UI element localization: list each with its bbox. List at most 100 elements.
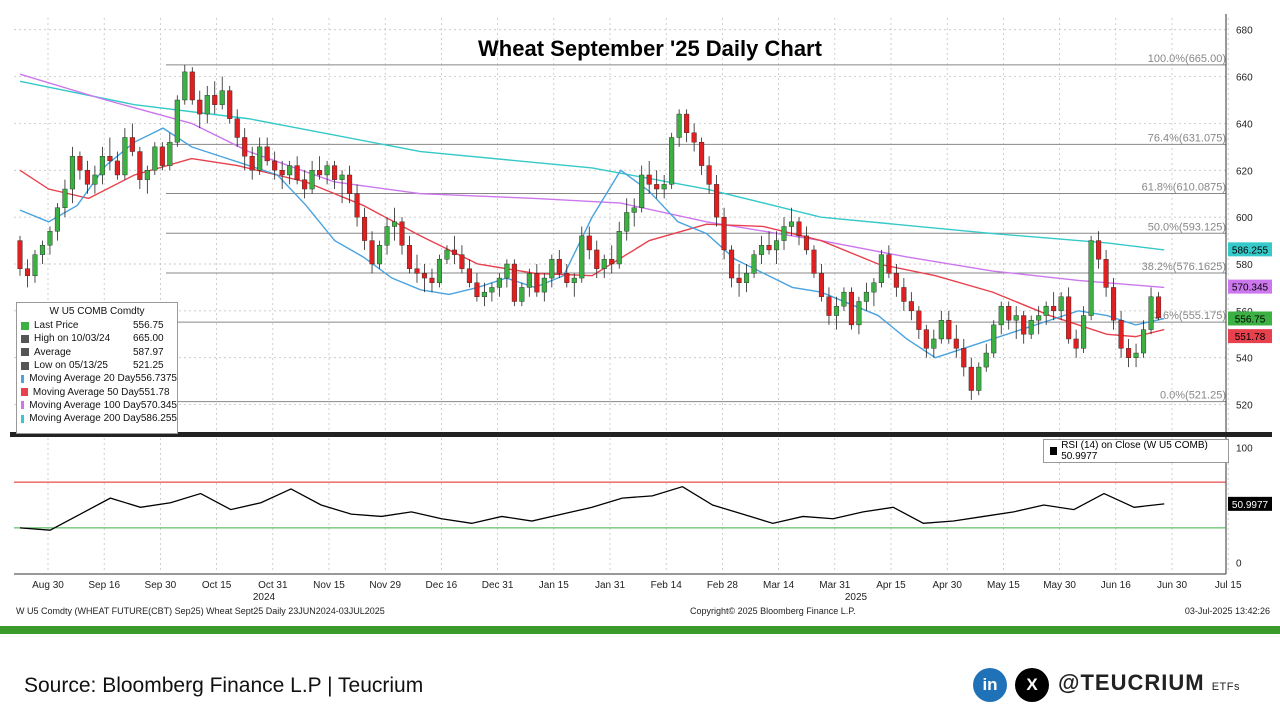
candle-down [227,90,233,119]
candle-down [714,184,720,218]
legend: W U5 COMB Comdty Last Price 556.75 High on… [16,302,178,434]
candle-down [766,245,772,251]
candle-up [1013,315,1019,321]
info-center: Copyright© 2025 Bloomberg Finance L.P. [690,606,856,616]
legend-item-name: Moving Average 100 Day [29,399,141,411]
legend-swatch-icon [21,334,29,343]
candle-up [998,305,1004,326]
legend-item-value: 551.78 [138,386,170,398]
candle-down [159,146,165,166]
legend-item-name: Moving Average 200 Day [29,413,141,425]
candle-up [624,212,630,232]
info-right: 03-Jul-2025 13:42:26 [1184,606,1270,616]
linkedin-icon[interactable]: in [973,668,1007,702]
candle-down [1051,305,1057,312]
candle-up [62,188,68,208]
price-tag-label: 556.75 [1235,314,1266,325]
candle-up [339,174,345,180]
legend-item: Moving Average 200 Day 586.255 [17,412,177,425]
legend-item-value: 586.255 [140,413,177,425]
candle-up [1133,352,1139,358]
candle-down [691,132,697,143]
time-tick-label: Feb 28 [707,580,739,591]
rsi-label-text: RSI (14) on Close (W U5 COMB) 50.9977 [1061,440,1208,462]
candle-up [436,259,442,283]
candle-up [856,301,862,326]
candle-down [406,245,413,269]
candle-down [706,165,712,185]
legend-item-name: Low on 05/13/25 [34,360,108,372]
candle-up [257,146,263,171]
legend-item: Last Price 556.75 [17,319,177,332]
candle-up [144,170,150,180]
rsi-line [19,485,1165,531]
candle-down [272,160,278,171]
candle-up [676,113,682,138]
candle-down [796,221,802,237]
chart-area: 100.0%(665.00) 76.4%(631.075) 61.8%(610.08… [10,14,1272,603]
candle-down [511,263,517,302]
price-tick-label: 580 [1236,260,1253,271]
linkedin-label: in [982,675,998,694]
candle-down [609,259,615,265]
time-tick-label: Jul 15 [1215,580,1242,591]
candle-up [481,291,487,298]
panel-separator [10,432,1272,437]
candle-up [931,338,937,349]
candle-up [1081,315,1087,349]
source-text: Source: Bloomberg Finance L.P | Teucrium [24,674,424,697]
legend-item-name: Last Price [34,320,79,332]
x-icon[interactable]: X [1015,668,1049,702]
candle-up [92,174,98,185]
candle-down [811,249,817,274]
candle-up [1141,329,1147,354]
fib-label: 100.0%(665.00) [1148,53,1226,65]
price-tick-label: 520 [1236,401,1253,412]
candle-down [294,165,300,180]
candle-up [1028,320,1034,335]
brand-suffix: ETFs [1211,681,1240,693]
legend-item: High on 10/03/24 665.00 [17,332,177,345]
rsi-tick-label: 100 [1236,444,1253,455]
candle-up [504,263,510,279]
legend-item-name: Moving Average 20 Day [29,373,136,385]
legend-item: Average 587.97 [17,346,177,359]
legend-item-name: Average [34,346,72,358]
candle-down [302,179,308,190]
candle-up [54,207,60,232]
candle-up [182,71,188,101]
time-tick-label: Sep 16 [88,580,120,591]
candle-up [69,156,75,190]
candle-up [549,259,555,279]
candle-down [594,249,600,269]
candle-down [721,216,727,251]
candle-up [1043,305,1049,316]
candle-down [534,273,540,293]
candle-down [429,277,435,283]
candle-down [1073,338,1079,349]
time-tick-label: Jun 16 [1101,580,1131,591]
candle-down [901,287,907,302]
candle-down [84,170,90,185]
candle-up [1058,296,1064,312]
legend-item-value: 570.345 [140,399,177,411]
price-tick-label: 660 [1236,73,1253,84]
price-tag [1228,311,1272,326]
brand-logo: @TEUCRIUM ETFs [1058,670,1240,696]
candle-down [818,273,824,298]
candle-down [1066,296,1072,340]
candle-up [579,235,585,279]
candle-up [983,352,989,368]
candle-up [991,324,997,354]
candle-down [189,71,195,101]
candle-down [1021,315,1027,335]
price-tick-label: 620 [1236,166,1253,177]
fib-label: 0.0%(521.25) [1160,390,1226,402]
candle-down [893,273,899,288]
legend-item-value: 521.25 [133,360,164,372]
candle-down [347,174,353,194]
candle-up [377,245,383,265]
time-tick-label: Aug 30 [32,580,64,591]
price-tick-label: 640 [1236,119,1253,130]
time-tick-label: May 30 [1043,580,1076,591]
